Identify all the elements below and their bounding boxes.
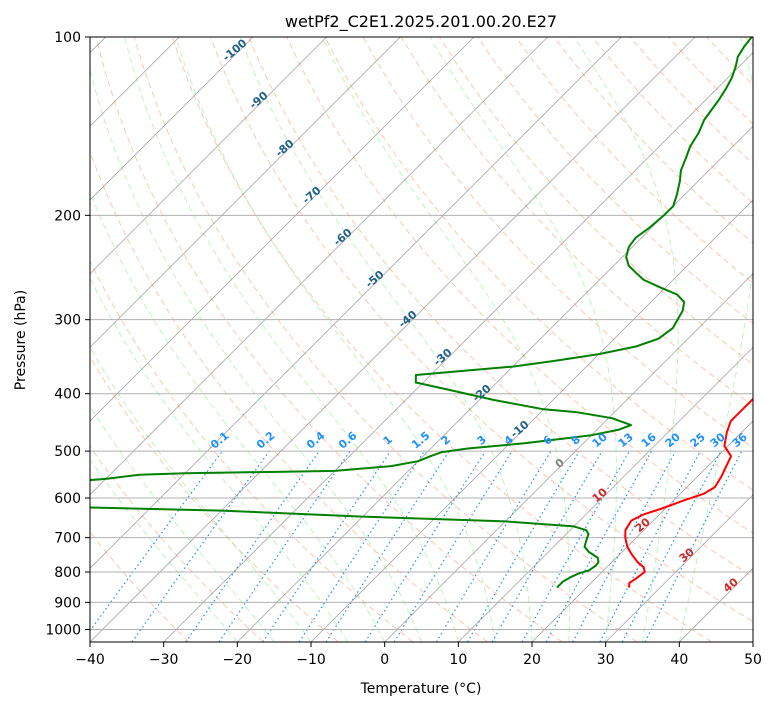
dry-adiabat-line <box>515 37 753 284</box>
mixing-ratio-line <box>364 450 486 642</box>
moist-adiabat-line <box>90 67 422 642</box>
isotherm-line <box>90 37 622 569</box>
moist-adiabat-line <box>90 405 275 642</box>
x-tick-label: −40 <box>75 652 105 668</box>
y-tick-label: 700 <box>54 531 81 547</box>
y-tick-label: 300 <box>54 313 81 329</box>
dry-adiabat-line <box>324 37 753 491</box>
moist-adiabat-line <box>573 37 679 642</box>
moist-adiabat-line <box>124 37 459 642</box>
mixing-ratio-line <box>185 450 320 642</box>
dry-adiabat-line <box>90 445 264 642</box>
axis-ticks: −40 −30 −20 −10 0 10 20 30 40 50 100 200 300 400 500 60… <box>45 30 762 668</box>
y-axis-label: Pressure (hPa) <box>13 290 29 390</box>
profiles <box>90 37 753 589</box>
dry-adiabat-line <box>248 37 753 578</box>
isotherm-line <box>90 37 327 275</box>
y-tick-label: 800 <box>54 565 81 581</box>
mixing-ratio-line <box>325 450 450 642</box>
isotherm-line <box>90 37 401 348</box>
moist-adiabat-line <box>90 458 238 642</box>
x-tick-label: 0 <box>380 652 389 668</box>
x-tick-label: 40 <box>670 652 688 668</box>
y-tick-label: 900 <box>54 595 81 611</box>
isotherm-line <box>531 420 753 642</box>
isotherm-line <box>237 125 753 642</box>
isotherm-line <box>90 37 696 642</box>
moist-adiabat-line <box>239 37 533 642</box>
mixing-ratio-line <box>466 450 580 642</box>
mixing-ratio-line <box>572 450 677 642</box>
dry-adiabat-line <box>90 259 414 642</box>
x-tick-label: −30 <box>149 652 179 668</box>
y-tick-label: 400 <box>54 387 81 403</box>
isotherm-line <box>163 52 753 642</box>
mixing-ratio-line <box>262 450 392 642</box>
moist-adiabat-line <box>90 190 386 642</box>
isotherm-line <box>605 494 753 642</box>
x-tick-label: 50 <box>744 652 762 668</box>
dry-adiabat-line <box>133 37 638 642</box>
x-tick-label: 10 <box>449 652 467 668</box>
mixing-ratio-line <box>298 450 425 642</box>
moist-adiabat-line <box>429 37 617 642</box>
y-tick-label: 500 <box>54 444 81 460</box>
x-tick-label: −10 <box>296 652 326 668</box>
plot-frame <box>89 36 754 643</box>
x-tick-label: 30 <box>597 652 615 668</box>
dry-adiabat-line <box>286 37 753 534</box>
moist-adiabat-line <box>90 277 349 642</box>
x-tick-label: 20 <box>523 652 541 668</box>
isotherm-line <box>90 37 548 496</box>
isotherm-line <box>310 199 753 642</box>
dry-adiabat-line <box>95 37 563 642</box>
mixing-ratio-line <box>599 450 702 642</box>
y-tick-label: 600 <box>54 491 81 507</box>
x-tick-label: −20 <box>223 652 253 668</box>
x-axis-label: Temperature (°C) <box>360 681 482 697</box>
dry-adiabat-line <box>171 37 712 642</box>
isotherm-line <box>384 273 753 642</box>
isotherm-line <box>90 37 475 422</box>
mixing-ratio-line <box>435 450 552 642</box>
chart-title: wetPf2_C2E1.2025.201.00.20.E27 <box>285 12 557 32</box>
y-tick-label: 1000 <box>45 622 81 638</box>
moist-adiabat-line <box>175 37 496 642</box>
temperature-profile-line <box>624 397 753 588</box>
y-tick-label: 200 <box>54 208 81 224</box>
y-tick-label: 100 <box>54 30 81 46</box>
dry-adiabat-line <box>210 37 753 623</box>
dewpoint-profile-line <box>90 37 753 589</box>
isotherm-line <box>458 346 753 642</box>
mixing-ratio-line <box>218 450 351 642</box>
background-lines <box>90 37 753 642</box>
moist-adiabat-line <box>678 37 753 642</box>
moist-adiabat-line <box>321 37 571 642</box>
isotherm-line <box>90 37 254 201</box>
